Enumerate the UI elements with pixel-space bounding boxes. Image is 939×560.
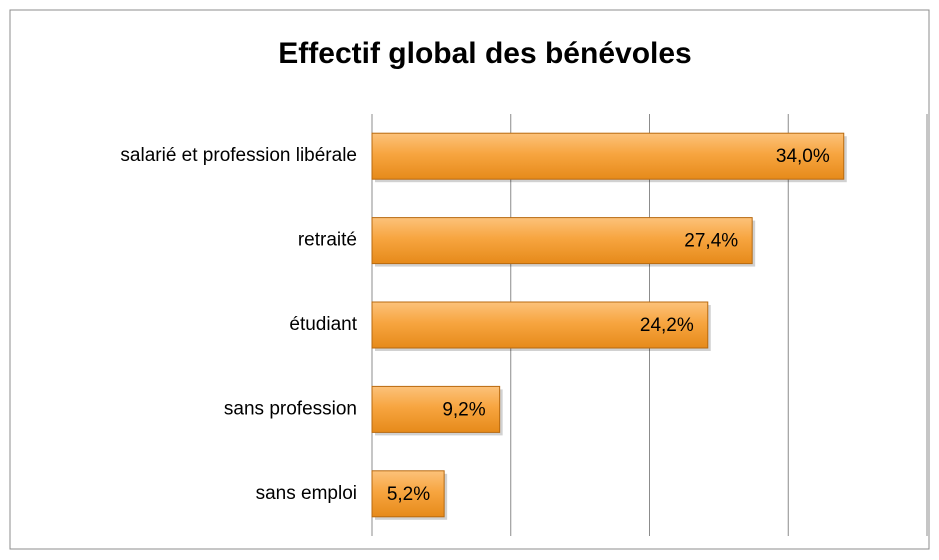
bar (371, 301, 709, 349)
value-label: 5,2% (387, 484, 430, 505)
y-tick-label: retraité (298, 230, 357, 251)
bar (371, 217, 753, 265)
value-label: 24,2% (640, 315, 694, 336)
bar (371, 385, 501, 433)
value-label: 27,4% (684, 231, 738, 252)
y-tick-label: étudiant (289, 314, 357, 335)
value-label: 9,2% (442, 399, 485, 420)
bar (371, 132, 845, 180)
y-tick-label: salarié et profession libérale (120, 145, 357, 166)
value-label: 34,0% (776, 146, 830, 167)
y-tick-label: sans emploi (256, 483, 357, 504)
bar (371, 470, 445, 518)
chart-title: Effectif global des bénévoles (278, 37, 691, 70)
chart-border (9, 9, 930, 550)
y-tick-label: sans profession (224, 398, 357, 419)
